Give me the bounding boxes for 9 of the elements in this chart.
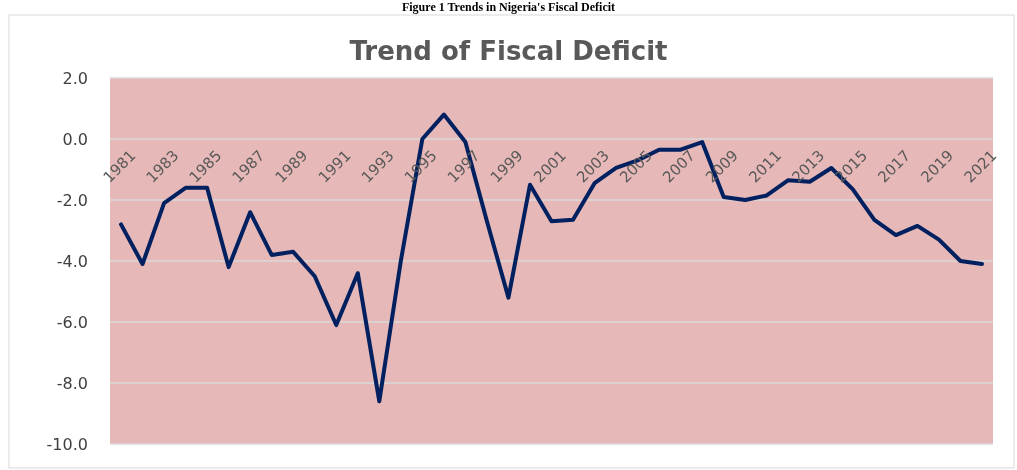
y-tick-label: 2.0: [62, 68, 88, 88]
y-tick-label: -6.0: [56, 312, 88, 332]
y-tick-label: -4.0: [56, 251, 88, 271]
caption: Figure 1 Trends in Nigeria's Fiscal Deficit: [401, 0, 616, 14]
y-tick-label: 0.0: [62, 129, 88, 149]
y-tick-label: -2.0: [56, 190, 88, 210]
y-tick-label: -8.0: [56, 373, 88, 393]
y-tick-label: -10.0: [46, 434, 88, 454]
chart-title: Trend of Fiscal Deficit: [349, 36, 668, 66]
